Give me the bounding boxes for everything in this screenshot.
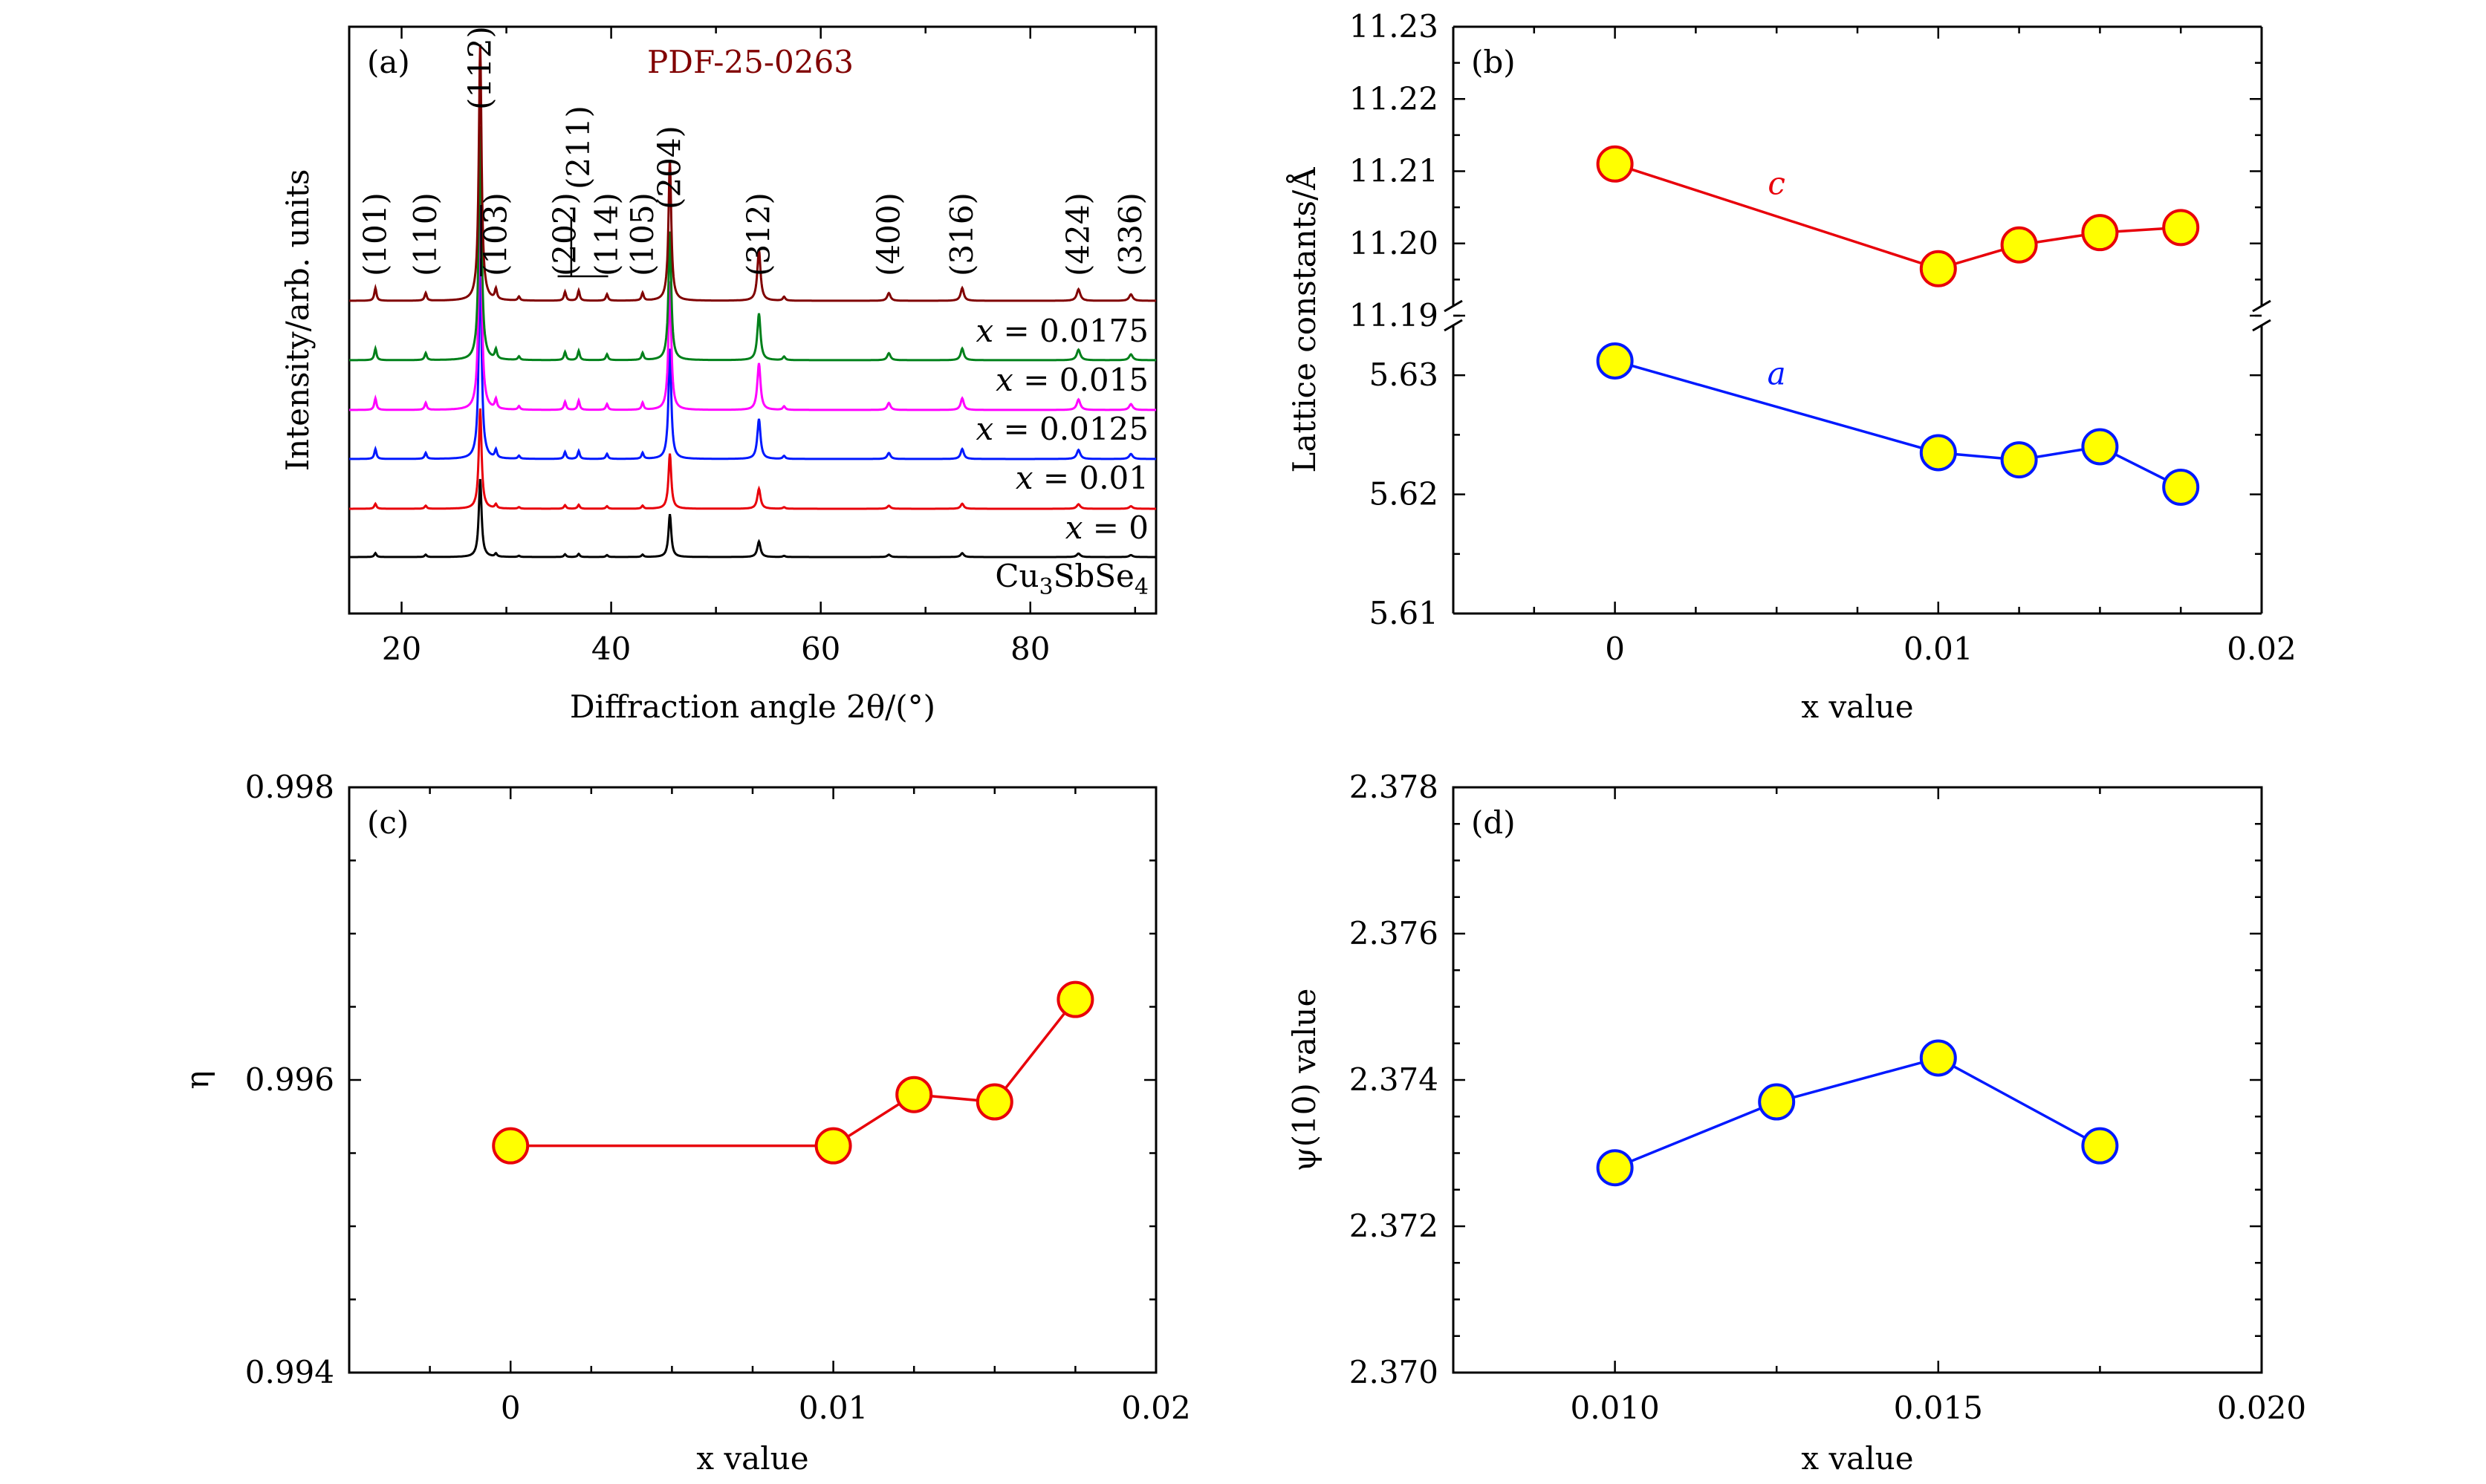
hkl-label: (202) — [547, 192, 583, 276]
panel-b-xtick-label: 0 — [1605, 631, 1625, 667]
panel-d-ytick-label: 2.374 — [1349, 1061, 1438, 1098]
data-point-a — [2081, 428, 2119, 466]
panel-b-xtick-label: 0.01 — [1904, 631, 1973, 667]
series-label: x = 0.0175 — [976, 313, 1149, 349]
panel-b-ytick-label: 11.19 — [1349, 297, 1438, 333]
panel-c-data-point — [814, 1127, 852, 1165]
data-point-a — [1596, 342, 1634, 380]
hkl-label: (424) — [1060, 192, 1097, 276]
hkl-label: (316) — [944, 192, 980, 276]
panel-c-xtick-label: 0.02 — [1121, 1390, 1191, 1426]
panel-d-data-point — [2081, 1127, 2119, 1165]
series-label: x = 0.015 — [996, 362, 1149, 398]
panel-c-ytick-label: 0.996 — [245, 1061, 334, 1098]
series-label: x = 0.0125 — [976, 411, 1149, 447]
hkl-label: (103) — [478, 192, 514, 276]
series-label: Cu3SbSe4 — [995, 558, 1149, 600]
panel-a-xtick-label: 80 — [1010, 631, 1050, 667]
panel-a-ylabel: Intensity/arb. units — [279, 169, 316, 472]
panel-d-series-line — [1614, 1056, 2101, 1169]
series-name-label: a — [1768, 356, 1786, 392]
panel-a-xtick-label: 20 — [382, 631, 421, 667]
hkl-label: (105) — [624, 192, 661, 276]
panel-c-series-line — [510, 998, 1077, 1148]
panel-d-xtick-label: 0.015 — [1894, 1390, 1983, 1426]
panel-b-ytick-label: 11.20 — [1349, 225, 1438, 261]
xrd-pattern-2 — [349, 258, 1156, 461]
xrd-pattern-1 — [349, 408, 1156, 510]
hkl-label: (114) — [588, 192, 625, 276]
panel-b-ytick-label: 5.63 — [1369, 357, 1438, 393]
xrd-pattern-0 — [349, 478, 1156, 559]
panel-d-label: (d) — [1471, 804, 1516, 841]
series-name-label: c — [1768, 165, 1785, 201]
panel-a-frame — [348, 25, 1158, 615]
panel-c-xlabel: x value — [696, 1440, 808, 1477]
panel-a-xtick-label: 60 — [801, 631, 840, 667]
hkl-label: (336) — [1112, 192, 1149, 276]
series-label: x = 0.01 — [1016, 460, 1149, 496]
panel-b-ytick-label: 5.62 — [1369, 476, 1438, 512]
axis-break-mark — [1444, 299, 1463, 313]
data-point-a — [2000, 441, 2038, 479]
hkl-label: (112) — [461, 26, 498, 110]
data-point-c — [1596, 145, 1634, 183]
panel-c-ylabel: η — [179, 1070, 215, 1089]
panel-d-ylabel: ψ(10) value — [1286, 989, 1322, 1172]
panel-a-xtick-label: 40 — [591, 631, 631, 667]
axis-break-mark — [2252, 299, 2271, 313]
panel-d-ytick-label: 2.370 — [1349, 1354, 1438, 1390]
hkl-label: (101) — [357, 192, 393, 276]
panel-d-ytick-label: 2.376 — [1349, 915, 1438, 951]
panel-c-ytick-label: 0.998 — [245, 769, 334, 805]
panel-d-xtick-label: 0.020 — [2217, 1390, 2306, 1426]
panel-b-ytick-label: 11.22 — [1349, 80, 1438, 117]
axis-break-mark — [2252, 319, 2271, 332]
hkl-label: (400) — [870, 192, 906, 276]
panel-d-ytick-label: 2.372 — [1349, 1208, 1438, 1244]
panel-c-frame — [348, 786, 1158, 1374]
reference-label: PDF-25-0263 — [647, 44, 854, 80]
panel-c-data-point — [976, 1083, 1013, 1121]
panel-b-ytick-label: 11.21 — [1349, 153, 1438, 189]
data-point-c — [2081, 214, 2119, 252]
panel-d-xlabel: x value — [1801, 1440, 1913, 1477]
panel-c-ytick-label: 0.994 — [245, 1354, 334, 1390]
panel-c-data-point — [492, 1127, 530, 1165]
panel-a-xlabel: Diffraction angle 2θ/(°) — [570, 689, 935, 725]
panel-b-ytick-label: 5.61 — [1369, 595, 1438, 631]
panel-d-data-point — [1596, 1149, 1634, 1187]
panel-c-xtick-label: 0 — [501, 1390, 521, 1426]
panel-c-data-point — [895, 1075, 933, 1113]
xrd-pattern-3 — [349, 175, 1156, 411]
hkl-label: (211) — [560, 105, 597, 189]
hkl-label: (204) — [652, 126, 688, 209]
panel-c-xtick-label: 0.01 — [799, 1390, 869, 1426]
data-point-c — [2000, 226, 2038, 264]
hkl-label: (110) — [407, 192, 444, 276]
data-point-c — [1919, 250, 1957, 287]
panel-c-data-point — [1057, 980, 1094, 1018]
series-line-a — [1614, 359, 2181, 489]
series-label: x = 0 — [1065, 510, 1149, 546]
data-point-a — [1919, 434, 1957, 472]
panel-d-data-point — [1758, 1083, 1796, 1121]
panel-b-xlabel: x value — [1801, 689, 1913, 725]
hkl-label: (312) — [741, 192, 777, 276]
panel-c-label: (c) — [367, 804, 409, 841]
xrd-pattern-4 — [349, 126, 1156, 362]
panel-b-ylabel: Lattice constants/Å — [1285, 167, 1322, 473]
data-point-a — [2162, 468, 2200, 506]
xrd-pattern-5 — [349, 44, 1156, 302]
panel-a-label: (a) — [367, 44, 410, 80]
panel-b-ytick-label: 11.23 — [1349, 8, 1438, 45]
data-point-c — [2162, 209, 2200, 247]
panel-d-ytick-label: 2.378 — [1349, 769, 1438, 805]
panel-d-data-point — [1919, 1039, 1957, 1077]
panel-b-label: (b) — [1471, 44, 1516, 80]
panel-b-xtick-label: 0.02 — [2227, 631, 2297, 667]
panel-d-xtick-label: 0.010 — [1570, 1390, 1659, 1426]
axis-break-mark — [1444, 319, 1463, 332]
